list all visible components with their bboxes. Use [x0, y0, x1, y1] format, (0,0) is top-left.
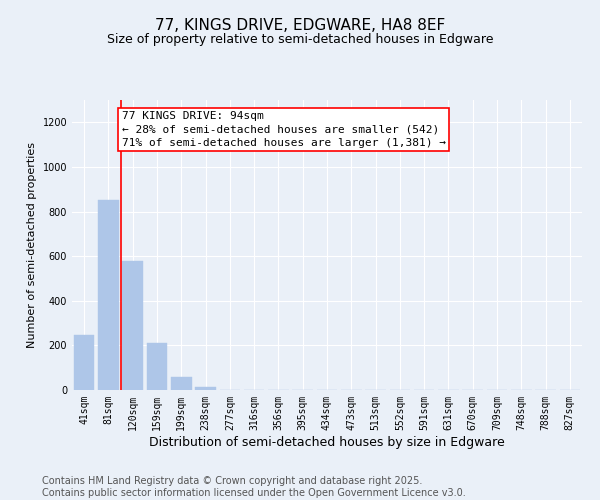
Bar [122, 260, 143, 390]
Text: 77 KINGS DRIVE: 94sqm
← 28% of semi-detached houses are smaller (542)
71% of sem: 77 KINGS DRIVE: 94sqm ← 28% of semi-deta… [122, 111, 446, 148]
Bar [74, 334, 94, 390]
Bar [146, 343, 167, 390]
Bar [98, 200, 119, 390]
Text: 77, KINGS DRIVE, EDGWARE, HA8 8EF: 77, KINGS DRIVE, EDGWARE, HA8 8EF [155, 18, 445, 32]
X-axis label: Distribution of semi-detached houses by size in Edgware: Distribution of semi-detached houses by … [149, 436, 505, 448]
Bar [195, 388, 216, 390]
Text: Contains HM Land Registry data © Crown copyright and database right 2025.
Contai: Contains HM Land Registry data © Crown c… [42, 476, 466, 498]
Bar [171, 376, 191, 390]
Y-axis label: Number of semi-detached properties: Number of semi-detached properties [27, 142, 37, 348]
Text: Size of property relative to semi-detached houses in Edgware: Size of property relative to semi-detach… [107, 32, 493, 46]
